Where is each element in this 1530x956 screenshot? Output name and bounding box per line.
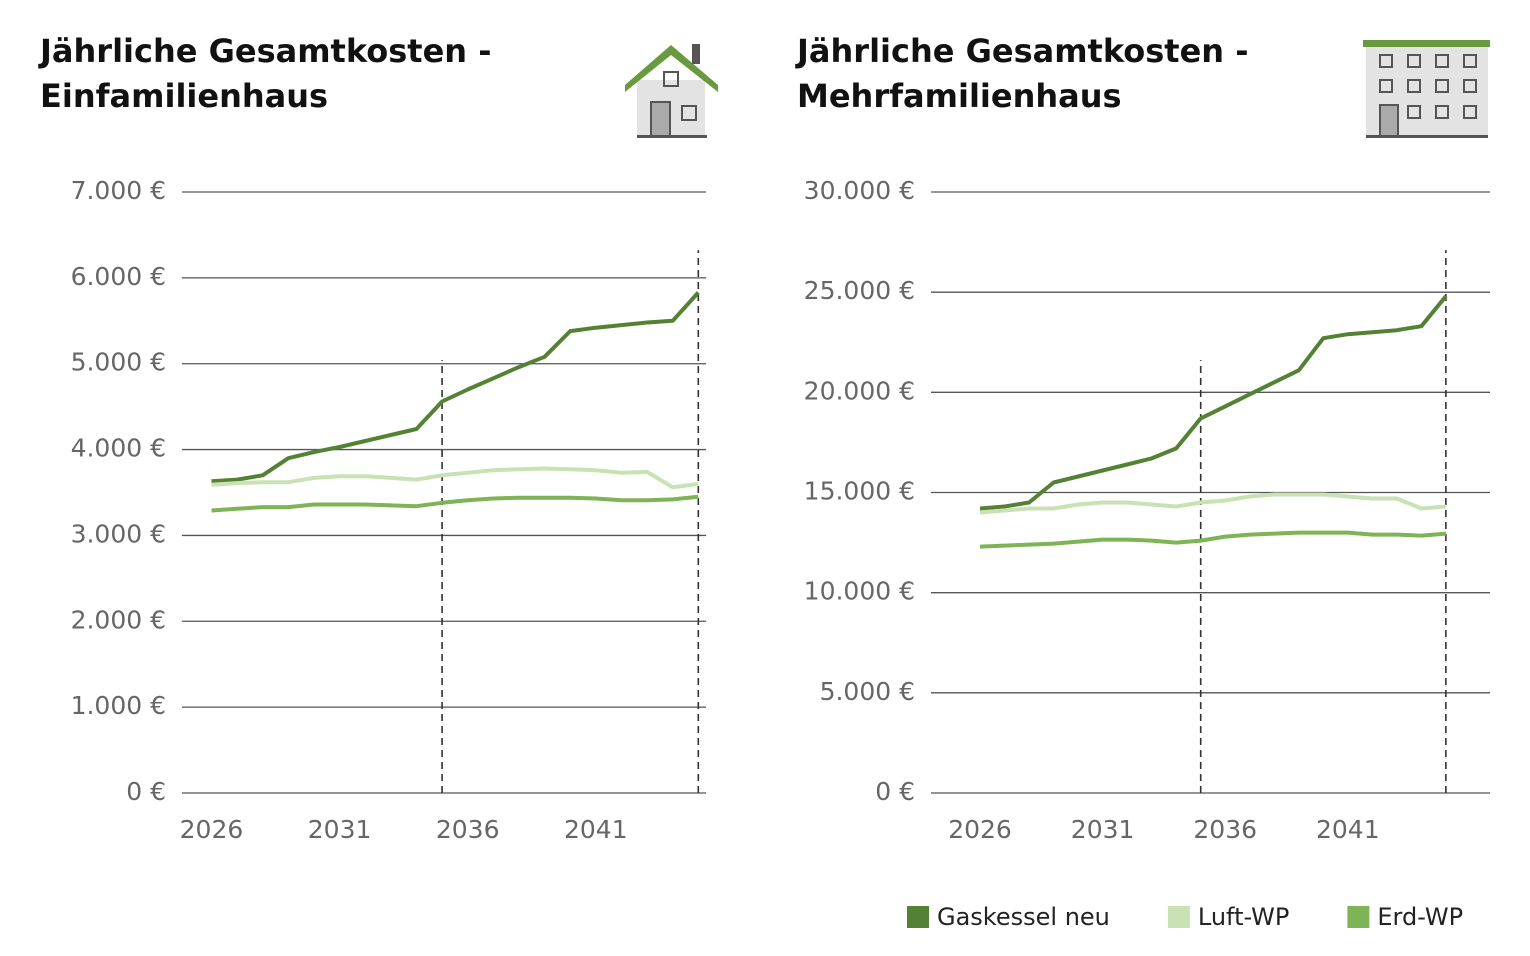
series-line	[211, 494, 699, 513]
y-tick-label: 0 €	[126, 777, 166, 806]
y-tick-label: 15.000 €	[804, 477, 915, 506]
legend-label: Luft-WP	[1198, 903, 1290, 931]
legend-swatch	[1347, 906, 1370, 928]
y-tick-label: 4.000 €	[71, 434, 166, 463]
house-icon	[625, 44, 718, 138]
chart-title: Jährliche Gesamtkosten -	[38, 32, 492, 70]
series-line	[211, 466, 699, 490]
legend-swatch	[1167, 906, 1190, 928]
y-tick-label: 25.000 €	[804, 276, 915, 305]
legend-swatch	[907, 906, 929, 928]
x-tick-label: 2026	[180, 815, 244, 844]
x-tick-label: 2031	[1071, 815, 1135, 844]
x-tick-label: 2041	[564, 815, 628, 844]
y-tick-label: 5.000 €	[71, 348, 166, 377]
x-tick-label: 2026	[948, 815, 1012, 844]
y-tick-label: 10.000 €	[804, 577, 915, 606]
x-tick-label: 2031	[308, 815, 372, 844]
series-line	[979, 492, 1447, 515]
y-tick-label: 3.000 €	[71, 519, 166, 548]
legend-label: Erd-WP	[1377, 903, 1463, 931]
building-icon	[1363, 40, 1490, 138]
y-tick-label: 0 €	[875, 777, 915, 806]
chart-subtitle: Einfamilienhaus	[40, 77, 328, 115]
chart-title: Jährliche Gesamtkosten -	[795, 32, 1249, 70]
legend-label: Gaskessel neu	[937, 903, 1110, 931]
y-tick-label: 1.000 €	[71, 691, 166, 720]
x-tick-label: 2036	[1193, 815, 1257, 844]
chart-subtitle: Mehrfamilienhaus	[797, 77, 1122, 115]
series-line	[979, 294, 1448, 511]
x-tick-label: 2036	[436, 815, 500, 844]
y-tick-label: 30.000 €	[804, 176, 915, 205]
y-tick-label: 2.000 €	[71, 605, 166, 634]
y-tick-label: 6.000 €	[71, 262, 166, 291]
series-line	[979, 530, 1447, 549]
y-tick-label: 7.000 €	[71, 176, 166, 205]
y-tick-label: 5.000 €	[820, 677, 915, 706]
y-tick-label: 20.000 €	[804, 376, 915, 405]
series-line	[211, 291, 700, 484]
x-tick-label: 2041	[1316, 815, 1380, 844]
